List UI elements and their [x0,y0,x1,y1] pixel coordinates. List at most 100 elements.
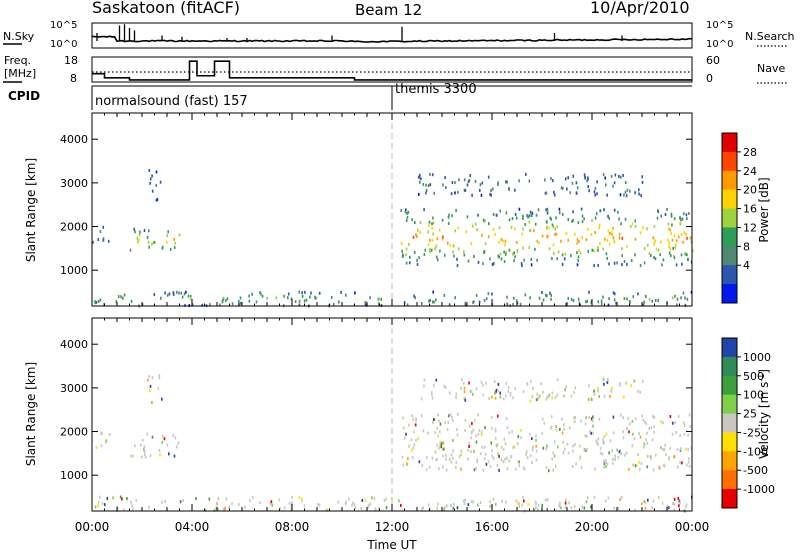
echo-cell [560,186,563,190]
echo-cell [603,382,605,386]
echo-cell [475,440,478,444]
echo-cell [464,303,467,307]
echo-cell [416,235,418,239]
echo-cell [600,302,603,306]
echo-cell [608,242,611,246]
echo-cell [607,214,609,218]
echo-cell [405,253,407,257]
echo-cell [483,250,486,254]
echo-cell [406,215,409,219]
echo-cell [480,193,483,197]
echo-cell [490,189,492,192]
echo-cell [411,414,413,418]
echo-cell [644,420,646,424]
echo-cell [361,499,364,502]
echo-cell [275,296,278,300]
echo-cell [668,457,670,461]
echo-cell [473,255,475,258]
echo-cell [535,444,538,448]
echo-cell [642,303,645,307]
echo-cell [463,499,465,503]
echo-cell [429,183,432,187]
echo-cell [430,248,433,252]
colorbar-tick-label: 16 [743,203,757,216]
echo-cell [605,183,607,187]
echo-cell [631,420,634,423]
echo-cell [648,427,650,430]
echo-cell [567,176,569,180]
echo-cell [504,243,506,247]
echo-cell [464,398,467,402]
echo-cell [551,223,554,227]
echo-cell [652,468,655,472]
echo-cell [550,217,552,221]
echo-cell [680,447,682,451]
colorbar-swatch [722,284,737,304]
echo-cell [606,238,609,242]
echo-cell [591,248,594,252]
echo-cell [158,449,161,452]
echo-cell [468,445,470,448]
echo-cell [467,457,469,461]
noise-trace [91,35,693,43]
echo-cell [226,297,229,301]
echo-cell [649,455,652,459]
echo-cell [675,430,677,434]
echo-cell [417,228,419,232]
echo-cell [508,459,511,463]
echo-cell [608,232,611,235]
echo-cell [657,248,660,252]
echo-cell [498,255,500,259]
echo-cell [432,221,435,225]
echo-cell [481,445,483,449]
echo-cell [439,249,441,253]
x-axis-tick-labels: 00:00 04:00 08:00 12:00 16:00 20:00 00:00 [75,520,710,534]
echo-cell [554,464,557,468]
echo-cell [216,502,218,506]
echo-cell [628,300,631,303]
echo-cell [647,243,649,247]
echo-cell [134,230,136,234]
echo-cell [618,236,621,240]
echo-cell [470,450,472,454]
echo-cell [445,385,447,389]
echo-cell [470,389,473,393]
echo-cell [627,416,629,420]
echo-cell [535,458,538,462]
echo-cell [604,176,606,180]
echo-cell [603,462,606,465]
echo-cell [427,243,430,247]
echo-cell [137,240,139,244]
echo-cell [526,456,529,460]
echo-cell [602,438,604,442]
echo-cell [471,421,473,425]
echo-cell [146,432,148,436]
echo-cell [418,256,420,260]
echo-cell [412,456,414,459]
echo-cell [154,240,156,244]
echo-cell [552,243,555,247]
echo-cell [501,445,503,449]
echo-cell [594,186,597,190]
echo-cell [645,438,647,442]
echo-cell [616,448,618,452]
echo-cell [525,450,528,454]
echo-cell [667,506,670,510]
echo-cell [466,215,469,219]
echo-cell [667,222,670,226]
echo-cell [629,422,631,426]
echo-cell [330,296,333,299]
echo-cell [101,502,104,505]
echo-cell [371,496,373,500]
echo-cell [500,458,503,462]
echo-cell [654,257,657,261]
echo-cell [525,172,527,176]
echo-cell [629,189,631,193]
echo-cell [651,299,653,303]
echo-cell [581,505,584,509]
echo-cell [639,231,642,235]
echo-cell [369,502,372,506]
echo-cell [590,505,592,509]
echo-cell [583,506,586,510]
echo-cell [624,453,626,457]
